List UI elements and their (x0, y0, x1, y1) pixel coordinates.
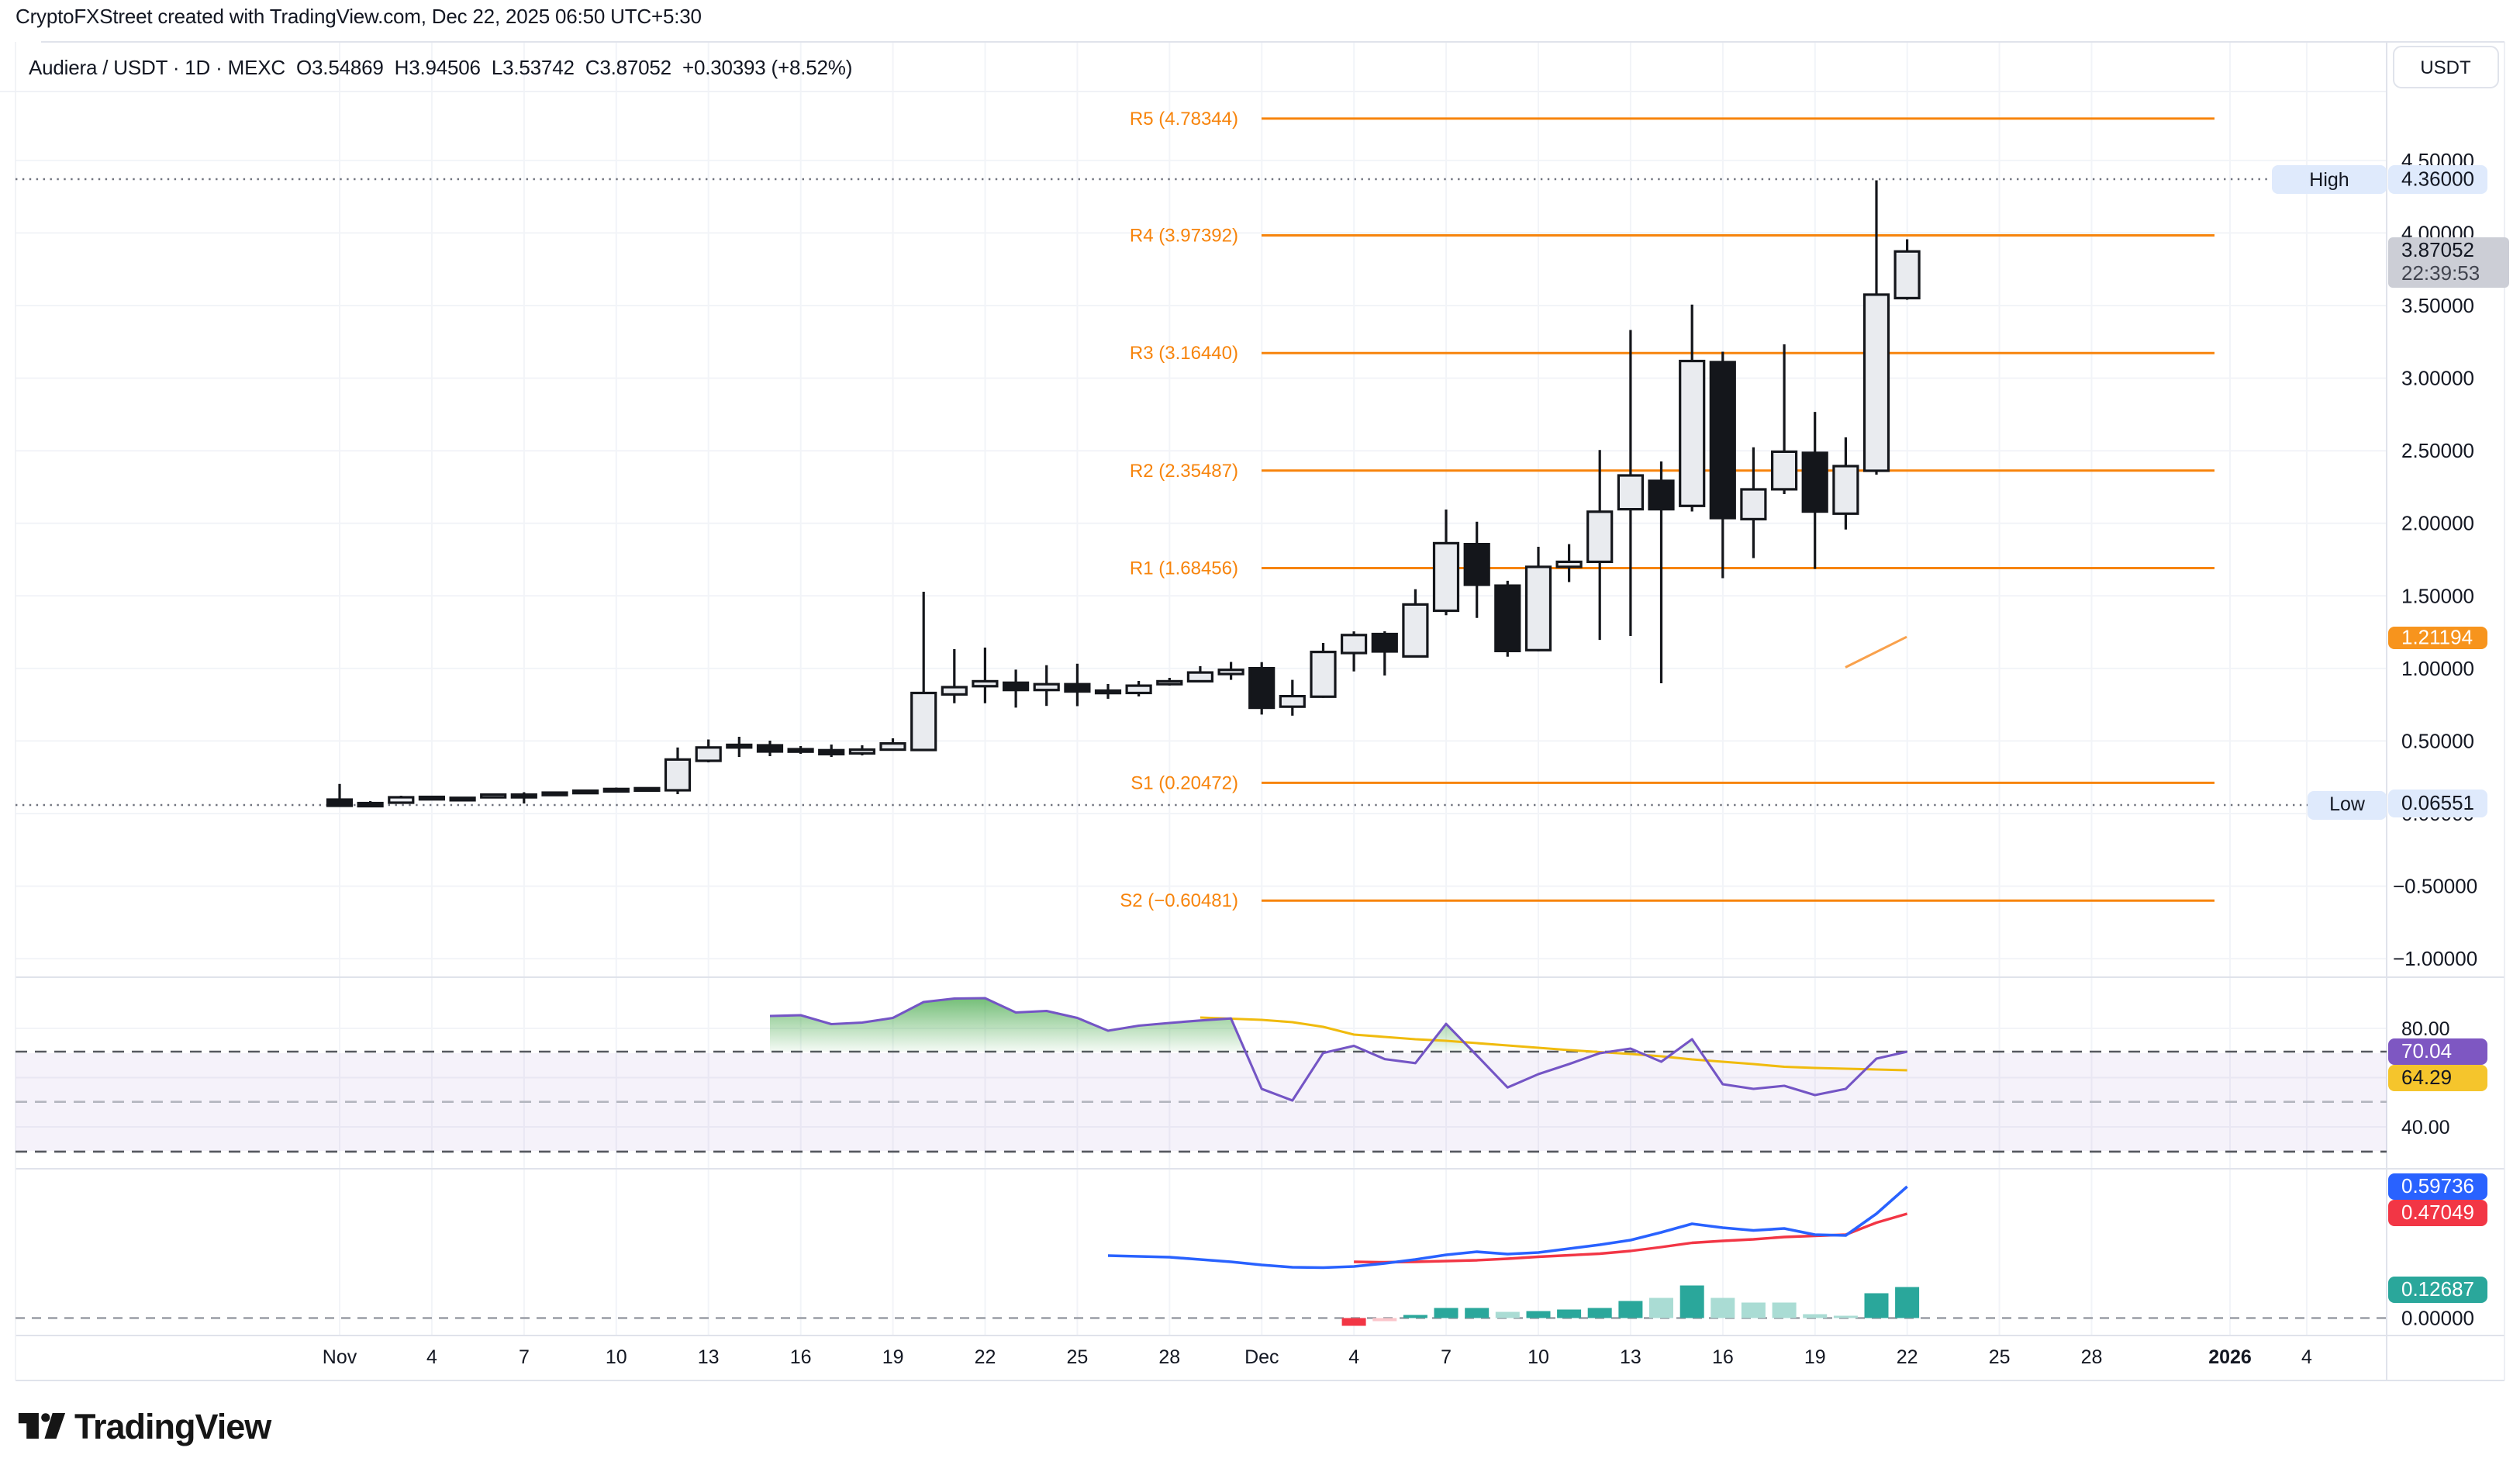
svg-text:−0.50000: −0.50000 (2393, 875, 2477, 898)
svg-text:CryptoFXStreet created with Tr: CryptoFXStreet created with TradingView.… (16, 5, 702, 28)
svg-text:0.50000: 0.50000 (2401, 729, 2474, 752)
svg-text:1.50000: 1.50000 (2401, 584, 2474, 607)
svg-text:28: 28 (1158, 1346, 1180, 1368)
svg-text:7: 7 (519, 1346, 530, 1368)
svg-text:22: 22 (975, 1346, 996, 1368)
svg-text:25: 25 (1989, 1346, 2011, 1368)
svg-text:0.12687: 0.12687 (2401, 1277, 2474, 1301)
svg-text:13: 13 (1620, 1346, 1641, 1368)
svg-text:80.00: 80.00 (2401, 1018, 2450, 1040)
svg-text:22: 22 (1897, 1346, 1918, 1368)
svg-text:R3 (3.16440): R3 (3.16440) (1130, 343, 1238, 364)
svg-text:USDT: USDT (2420, 57, 2471, 78)
svg-text:7: 7 (1441, 1346, 1452, 1368)
svg-text:10: 10 (606, 1346, 627, 1368)
svg-text:22:39:53: 22:39:53 (2401, 261, 2480, 285)
svg-text:70.04: 70.04 (2401, 1039, 2452, 1063)
svg-text:0.06551: 0.06551 (2401, 791, 2474, 814)
svg-text:Low: Low (2329, 793, 2366, 815)
svg-text:64.29: 64.29 (2401, 1066, 2452, 1089)
svg-text:19: 19 (882, 1346, 904, 1368)
svg-text:3.87052: 3.87052 (2401, 238, 2474, 261)
svg-text:4.36000: 4.36000 (2401, 168, 2474, 191)
svg-text:2.00000: 2.00000 (2401, 512, 2474, 535)
svg-text:28: 28 (2081, 1346, 2103, 1368)
svg-text:13: 13 (698, 1346, 720, 1368)
svg-text:40.00: 40.00 (2401, 1117, 2450, 1139)
svg-text:0.00000: 0.00000 (2401, 1307, 2474, 1330)
svg-text:R1 (1.68456): R1 (1.68456) (1130, 558, 1238, 579)
svg-text:25: 25 (1066, 1346, 1088, 1368)
svg-text:4: 4 (426, 1346, 437, 1368)
svg-text:High: High (2309, 169, 2349, 191)
svg-text:3.50000: 3.50000 (2401, 294, 2474, 317)
svg-text:−1.00000: −1.00000 (2393, 947, 2477, 970)
svg-text:R4 (3.97392): R4 (3.97392) (1130, 226, 1238, 247)
svg-text:S2 (−0.60481): S2 (−0.60481) (1120, 890, 1238, 911)
svg-text:3.00000: 3.00000 (2401, 367, 2474, 390)
svg-text:1.00000: 1.00000 (2401, 657, 2474, 680)
svg-text:2026: 2026 (2208, 1346, 2252, 1368)
svg-text:1.21194: 1.21194 (2401, 626, 2473, 649)
svg-text:19: 19 (1804, 1346, 1826, 1368)
svg-text:Nov: Nov (323, 1346, 357, 1368)
svg-text:2.50000: 2.50000 (2401, 439, 2474, 462)
svg-text:S1 (0.20472): S1 (0.20472) (1131, 772, 1238, 793)
svg-text:0.59736: 0.59736 (2401, 1174, 2474, 1197)
svg-text:4: 4 (1348, 1346, 1359, 1368)
svg-text:Audiera / USDT · 1D · MEXC O3: Audiera / USDT · 1D · MEXC O3.54869 H3.9… (29, 56, 852, 79)
svg-text:4: 4 (2301, 1346, 2312, 1368)
svg-text:10: 10 (1528, 1346, 1549, 1368)
svg-text:R5 (4.78344): R5 (4.78344) (1130, 109, 1238, 130)
svg-text:R2 (2.35487): R2 (2.35487) (1130, 461, 1238, 482)
svg-text:TradingView: TradingView (74, 1407, 272, 1446)
svg-text:Dec: Dec (1244, 1346, 1279, 1368)
svg-text:16: 16 (790, 1346, 812, 1368)
svg-text:0.47049: 0.47049 (2401, 1201, 2474, 1224)
svg-text:16: 16 (1712, 1346, 1734, 1368)
